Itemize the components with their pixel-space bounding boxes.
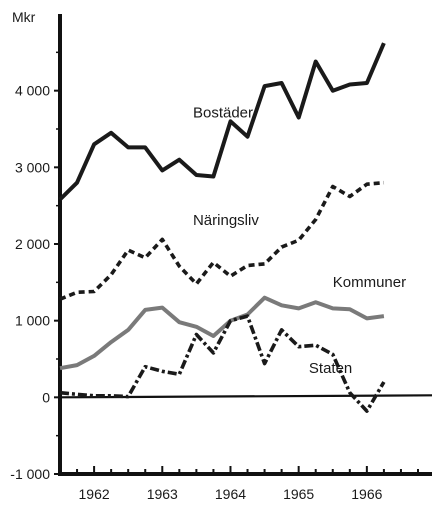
series-line-bost-der bbox=[58, 42, 386, 201]
series-label-bost-der: Bostäder bbox=[193, 105, 253, 122]
series-labels: Bostäder Näringsliv Kommuner Staten bbox=[193, 105, 406, 377]
x-tick-label: 1964 bbox=[215, 486, 246, 502]
x-tick-label: 1966 bbox=[351, 486, 382, 502]
y-tick-label: 0 bbox=[42, 389, 50, 405]
y-tick-label: -1 000 bbox=[10, 466, 50, 482]
x-tick-label: 1963 bbox=[147, 486, 178, 502]
series-lines bbox=[58, 42, 386, 413]
y-unit-label: Mkr bbox=[12, 9, 36, 25]
series-label-kommuner: Kommuner bbox=[333, 274, 406, 291]
y-tick-label: 3 000 bbox=[15, 159, 50, 175]
y-tick-label: 1 000 bbox=[15, 313, 50, 329]
x-tick-label: 1965 bbox=[283, 486, 314, 502]
series-line-staten bbox=[59, 314, 386, 413]
series-label-staten: Staten bbox=[309, 360, 352, 377]
series-line-n-ringsliv bbox=[59, 180, 385, 301]
ticks: -1 000 0 1 000 2 000 3 000 4 000 1962 1963 1964 1… bbox=[10, 51, 419, 502]
series-line-kommuner bbox=[59, 295, 385, 371]
y-tick-label: 4 000 bbox=[15, 83, 50, 99]
y-tick-label: 2 000 bbox=[15, 236, 50, 252]
series-label-n-ringsliv: Näringsliv bbox=[193, 212, 259, 229]
x-tick-label: 1962 bbox=[79, 486, 110, 502]
